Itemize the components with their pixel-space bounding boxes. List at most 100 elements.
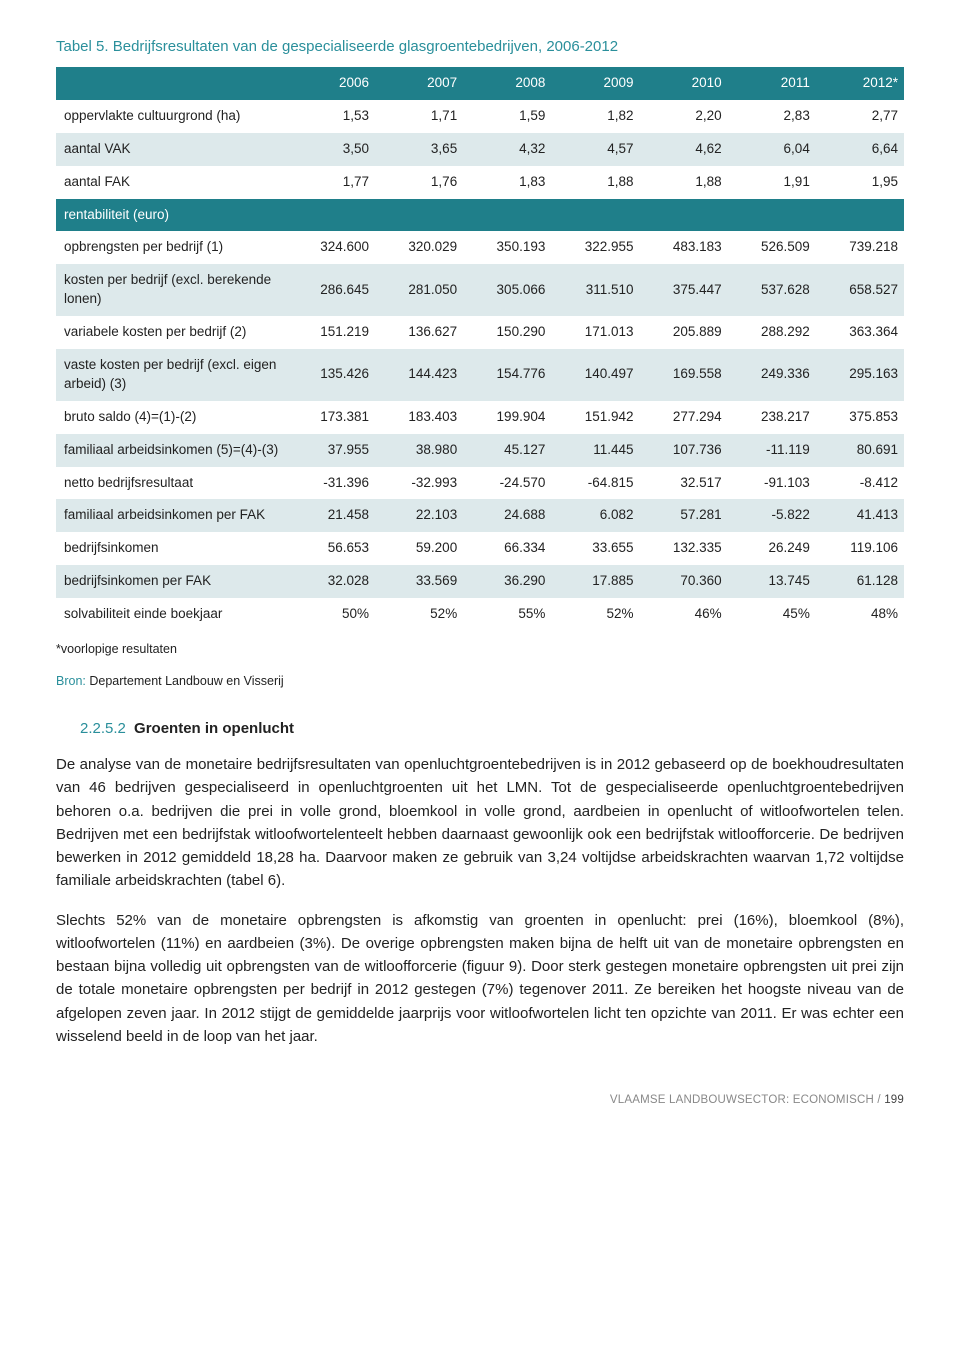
table-section-row: rentabiliteit (euro)	[56, 199, 904, 232]
cell-value: 1,95	[816, 166, 904, 199]
cell-value: 33.569	[375, 565, 463, 598]
cell-value: 56.653	[287, 532, 375, 565]
row-label: bedrijfsinkomen	[56, 532, 287, 565]
cell-value: 324.600	[287, 231, 375, 264]
results-table: 2006200720082009201020112012* oppervlakt…	[56, 67, 904, 631]
cell-value: 363.364	[816, 316, 904, 349]
cell-value: 135.426	[287, 349, 375, 401]
cell-value: 171.013	[551, 316, 639, 349]
cell-value: 132.335	[640, 532, 728, 565]
cell-value: 22.103	[375, 499, 463, 532]
cell-value: 1,76	[375, 166, 463, 199]
row-label: familiaal arbeidsinkomen (5)=(4)-(3)	[56, 434, 287, 467]
row-label: solvabiliteit einde boekjaar	[56, 598, 287, 631]
cell-value: 281.050	[375, 264, 463, 316]
cell-value: 50%	[287, 598, 375, 631]
table-row: kosten per bedrijf (excl. berekende lone…	[56, 264, 904, 316]
cell-value: 21.458	[287, 499, 375, 532]
cell-value: 6,64	[816, 133, 904, 166]
table-row: oppervlakte cultuurgrond (ha)1,531,711,5…	[56, 100, 904, 133]
cell-value: 46%	[640, 598, 728, 631]
cell-value: 36.290	[463, 565, 551, 598]
cell-value: 52%	[551, 598, 639, 631]
cell-value: 26.249	[728, 532, 816, 565]
table-row: solvabiliteit einde boekjaar50%52%55%52%…	[56, 598, 904, 631]
table-number: Tabel 5.	[56, 38, 109, 55]
cell-value: 6.082	[551, 499, 639, 532]
cell-value: 183.403	[375, 401, 463, 434]
cell-value: 305.066	[463, 264, 551, 316]
cell-value: 3,65	[375, 133, 463, 166]
cell-value: 537.628	[728, 264, 816, 316]
cell-value: 4,57	[551, 133, 639, 166]
cell-value: 2,83	[728, 100, 816, 133]
cell-value: 658.527	[816, 264, 904, 316]
row-label: aantal FAK	[56, 166, 287, 199]
cell-value: 2,77	[816, 100, 904, 133]
row-label: bruto saldo (4)=(1)-(2)	[56, 401, 287, 434]
cell-value: -5.822	[728, 499, 816, 532]
cell-value: 238.217	[728, 401, 816, 434]
row-label: kosten per bedrijf (excl. berekende lone…	[56, 264, 287, 316]
cell-value: -32.993	[375, 467, 463, 500]
subsection-number: 2.2.5.2	[80, 720, 126, 737]
table-row: netto bedrijfsresultaat-31.396-32.993-24…	[56, 467, 904, 500]
table-row: familiaal arbeidsinkomen (5)=(4)-(3)37.9…	[56, 434, 904, 467]
cell-value: 80.691	[816, 434, 904, 467]
cell-value: 66.334	[463, 532, 551, 565]
cell-value: 1,91	[728, 166, 816, 199]
cell-value: -8.412	[816, 467, 904, 500]
cell-value: 24.688	[463, 499, 551, 532]
cell-value: 37.955	[287, 434, 375, 467]
cell-value: 33.655	[551, 532, 639, 565]
cell-value: 2,20	[640, 100, 728, 133]
cell-value: 350.193	[463, 231, 551, 264]
cell-value: 57.281	[640, 499, 728, 532]
cell-value: 150.290	[463, 316, 551, 349]
cell-value: 1,83	[463, 166, 551, 199]
column-header: 2009	[551, 67, 639, 100]
cell-value: 375.853	[816, 401, 904, 434]
row-label: familiaal arbeidsinkomen per FAK	[56, 499, 287, 532]
cell-value: 107.736	[640, 434, 728, 467]
cell-value: 1,77	[287, 166, 375, 199]
table-row: vaste kosten per bedrijf (excl. eigen ar…	[56, 349, 904, 401]
row-label: bedrijfsinkomen per FAK	[56, 565, 287, 598]
cell-value: 140.497	[551, 349, 639, 401]
table-body: oppervlakte cultuurgrond (ha)1,531,711,5…	[56, 100, 904, 631]
header-blank-cell	[56, 67, 287, 100]
cell-value: 151.942	[551, 401, 639, 434]
cell-value: 45.127	[463, 434, 551, 467]
table-row: familiaal arbeidsinkomen per FAK21.45822…	[56, 499, 904, 532]
table-row: aantal VAK3,503,654,324,574,626,046,64	[56, 133, 904, 166]
cell-value: 311.510	[551, 264, 639, 316]
cell-value: 526.509	[728, 231, 816, 264]
row-label: netto bedrijfsresultaat	[56, 467, 287, 500]
cell-value: 59.200	[375, 532, 463, 565]
table-source: Bron: Departement Landbouw en Visserij	[56, 673, 904, 691]
cell-value: 154.776	[463, 349, 551, 401]
subsection-title: Groenten in openlucht	[134, 720, 294, 737]
cell-value: 173.381	[287, 401, 375, 434]
cell-value: 205.889	[640, 316, 728, 349]
cell-value: -91.103	[728, 467, 816, 500]
cell-value: 1,59	[463, 100, 551, 133]
cell-value: 48%	[816, 598, 904, 631]
cell-value: 286.645	[287, 264, 375, 316]
column-header: 2008	[463, 67, 551, 100]
table-row: aantal FAK1,771,761,831,881,881,911,95	[56, 166, 904, 199]
cell-value: 1,88	[551, 166, 639, 199]
body-paragraphs: De analyse van de monetaire bedrijfsresu…	[56, 753, 904, 1048]
source-text: Departement Landbouw en Visserij	[89, 674, 283, 688]
row-label: oppervlakte cultuurgrond (ha)	[56, 100, 287, 133]
column-header: 2007	[375, 67, 463, 100]
table-row: bedrijfsinkomen per FAK32.02833.56936.29…	[56, 565, 904, 598]
cell-value: 739.218	[816, 231, 904, 264]
page-number: 199	[884, 1094, 904, 1106]
cell-value: 375.447	[640, 264, 728, 316]
cell-value: 1,71	[375, 100, 463, 133]
cell-value: 3,50	[287, 133, 375, 166]
table-title: Bedrijfsresultaten van de gespecialiseer…	[113, 38, 618, 55]
table-row: variabele kosten per bedrijf (2)151.2191…	[56, 316, 904, 349]
section-label: rentabiliteit (euro)	[56, 199, 904, 232]
